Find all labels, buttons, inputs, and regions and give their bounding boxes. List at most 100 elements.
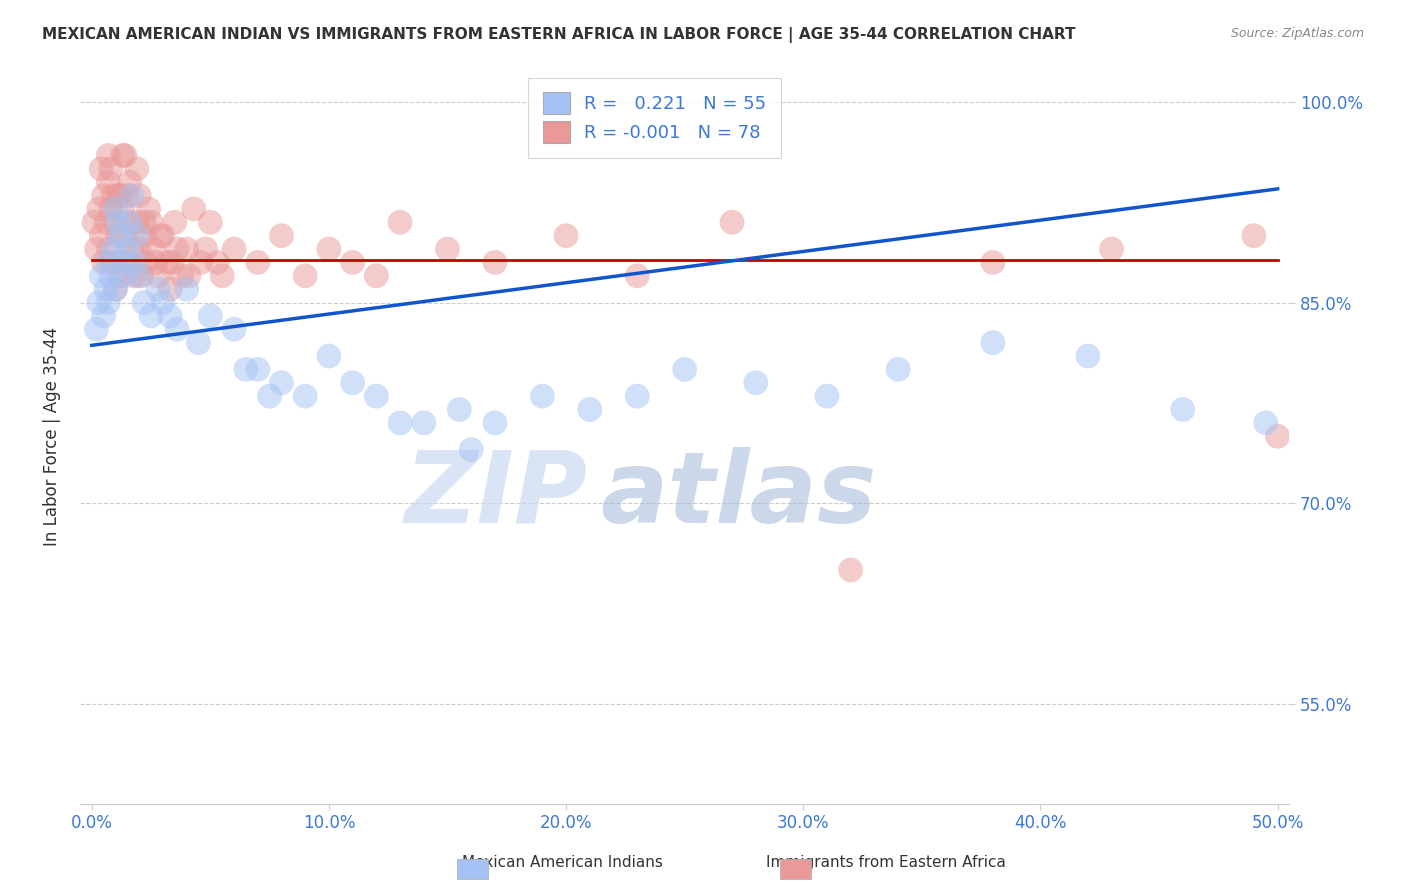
Point xyxy=(125,228,148,243)
Point xyxy=(107,215,129,229)
Point xyxy=(124,255,146,269)
Point xyxy=(108,188,131,202)
Point xyxy=(121,188,143,202)
Point xyxy=(117,188,139,202)
Point xyxy=(626,268,648,283)
Legend: R =   0.221   N = 55, R = -0.001   N = 78: R = 0.221 N = 55, R = -0.001 N = 78 xyxy=(529,78,780,158)
Point xyxy=(128,188,150,202)
Point xyxy=(111,202,134,216)
Point xyxy=(139,309,162,323)
Point xyxy=(342,255,364,269)
Point xyxy=(318,349,340,363)
Point xyxy=(97,295,120,310)
Point xyxy=(222,242,245,256)
Point xyxy=(318,242,340,256)
Point xyxy=(270,376,292,390)
Point xyxy=(90,268,112,283)
Point xyxy=(449,402,471,417)
Point xyxy=(389,215,412,229)
Point xyxy=(626,389,648,403)
Point xyxy=(578,402,600,417)
Point xyxy=(159,309,181,323)
Point xyxy=(163,215,186,229)
Point xyxy=(125,215,148,229)
Point xyxy=(342,376,364,390)
Point xyxy=(183,202,205,216)
Point xyxy=(294,268,316,283)
Point xyxy=(93,188,115,202)
Point xyxy=(135,255,157,269)
Point xyxy=(139,215,162,229)
Point xyxy=(156,255,179,269)
Point xyxy=(412,416,434,430)
Point xyxy=(104,202,127,216)
Point xyxy=(142,242,165,256)
Point xyxy=(128,242,150,256)
Point xyxy=(152,295,174,310)
Point xyxy=(460,442,482,457)
Point xyxy=(131,268,153,283)
Point xyxy=(176,242,198,256)
Point xyxy=(190,255,212,269)
Point xyxy=(194,242,217,256)
Text: MEXICAN AMERICAN INDIAN VS IMMIGRANTS FROM EASTERN AFRICA IN LABOR FORCE | AGE 3: MEXICAN AMERICAN INDIAN VS IMMIGRANTS FR… xyxy=(42,27,1076,43)
Point xyxy=(166,322,188,336)
Point xyxy=(200,309,222,323)
Text: atlas: atlas xyxy=(600,447,876,543)
Point xyxy=(132,295,155,310)
Point xyxy=(1171,402,1194,417)
Point xyxy=(200,215,222,229)
Point xyxy=(436,242,458,256)
Point xyxy=(100,202,122,216)
Point xyxy=(132,228,155,243)
Point xyxy=(152,228,174,243)
Point xyxy=(94,215,117,229)
Point xyxy=(87,202,110,216)
Point xyxy=(259,389,281,403)
Point xyxy=(132,215,155,229)
Point xyxy=(145,255,167,269)
Point xyxy=(86,242,108,256)
Point xyxy=(104,215,127,229)
Point xyxy=(673,362,696,376)
Point xyxy=(159,282,181,296)
Point xyxy=(83,215,105,229)
Point xyxy=(93,255,115,269)
Text: Source: ZipAtlas.com: Source: ZipAtlas.com xyxy=(1230,27,1364,40)
Point xyxy=(87,295,110,310)
Point xyxy=(94,282,117,296)
Point xyxy=(108,268,131,283)
Point xyxy=(389,416,412,430)
Point xyxy=(366,389,388,403)
Point xyxy=(114,268,136,283)
Point xyxy=(166,242,188,256)
Text: Immigrants from Eastern Africa: Immigrants from Eastern Africa xyxy=(766,855,1005,870)
Point xyxy=(108,228,131,243)
Text: ZIP: ZIP xyxy=(405,447,588,543)
Point xyxy=(90,161,112,176)
Point xyxy=(107,228,129,243)
Point xyxy=(207,255,229,269)
Point xyxy=(125,161,148,176)
Point xyxy=(887,362,910,376)
Point xyxy=(117,255,139,269)
Point xyxy=(100,268,122,283)
Point xyxy=(118,175,141,189)
Point xyxy=(146,282,169,296)
Text: Mexican American Indians: Mexican American Indians xyxy=(463,855,662,870)
Point xyxy=(1254,416,1277,430)
Point xyxy=(97,242,120,256)
Point xyxy=(121,242,143,256)
Point xyxy=(100,161,122,176)
Point xyxy=(176,282,198,296)
Point xyxy=(187,335,209,350)
Point xyxy=(745,376,768,390)
Point xyxy=(484,255,506,269)
Point xyxy=(246,255,269,269)
Point xyxy=(270,228,292,243)
Point xyxy=(90,228,112,243)
Point xyxy=(118,215,141,229)
Point xyxy=(117,242,139,256)
Point xyxy=(162,255,184,269)
Point xyxy=(114,148,136,162)
